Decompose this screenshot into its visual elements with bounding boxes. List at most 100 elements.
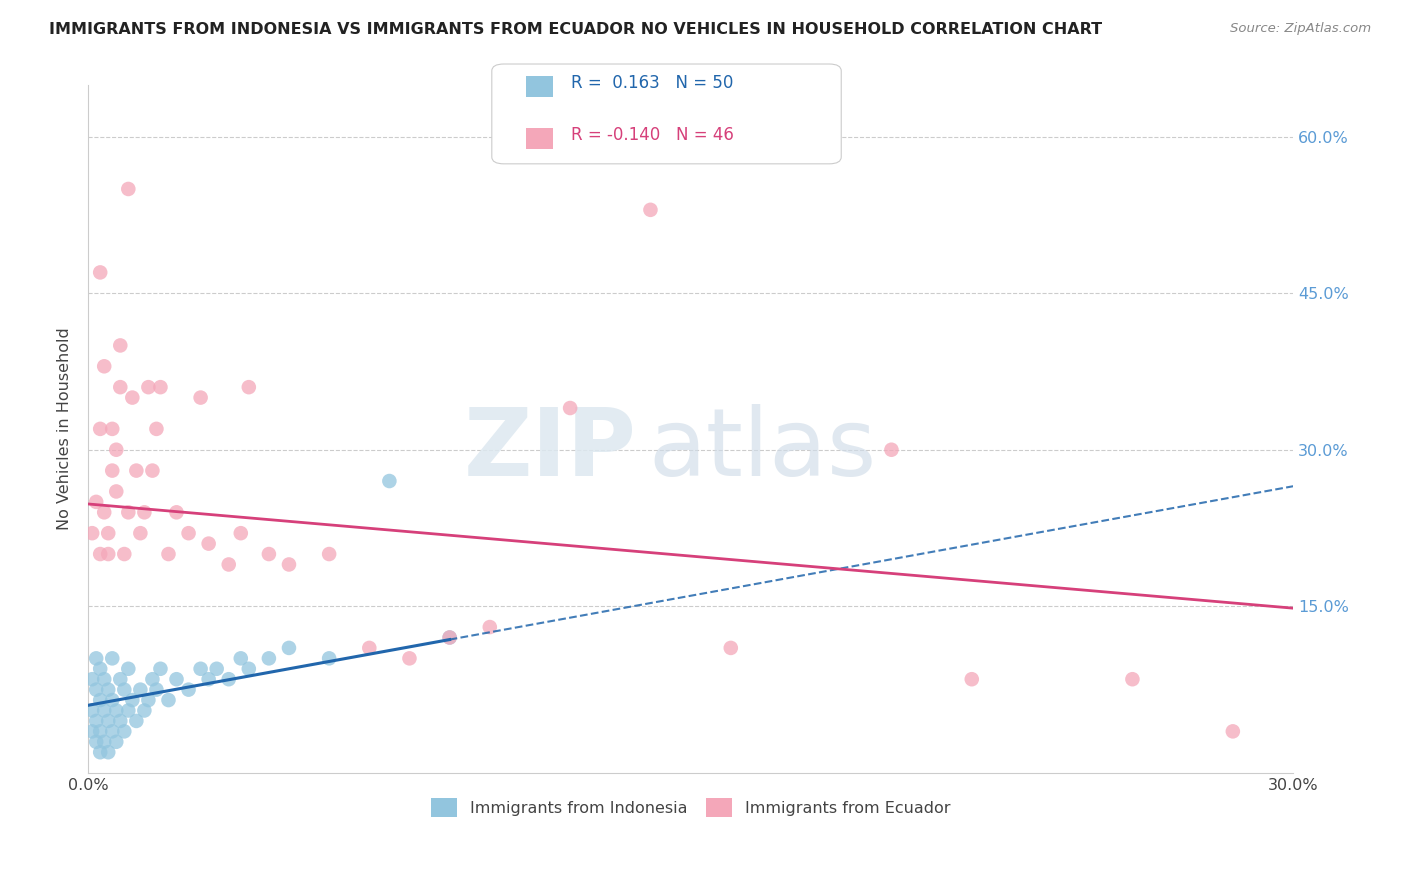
Point [145,422,167,436]
FancyBboxPatch shape [492,64,841,164]
Text: ZIP: ZIP [464,403,637,496]
Point [257,651,280,665]
Point [129,682,152,697]
Point [218,672,240,686]
Point [278,640,301,655]
Point [398,651,420,665]
Point [478,620,501,634]
Point [134,704,156,718]
Point [101,422,124,436]
Point [141,464,163,478]
Point [278,558,301,572]
Point [89,265,111,279]
Point [238,380,260,394]
Point [138,380,160,394]
Point [97,714,120,728]
Point [145,682,167,697]
Text: R = -0.140   N = 46: R = -0.140 N = 46 [571,126,734,144]
Point [238,662,260,676]
Point [89,422,111,436]
Point [117,182,139,196]
Point [129,526,152,541]
Point [197,672,219,686]
Point [89,662,111,676]
Point [205,662,228,676]
Point [318,547,340,561]
Point [101,693,124,707]
Point [110,338,132,352]
FancyBboxPatch shape [526,128,553,149]
Point [125,464,148,478]
Point [82,672,104,686]
Point [82,704,104,718]
Point [93,505,115,519]
Point [166,672,188,686]
Point [257,547,280,561]
Point [105,704,128,718]
Point [218,558,240,572]
Point [177,682,200,697]
Point [138,693,160,707]
Point [112,682,135,697]
Point [97,745,120,759]
Point [121,693,143,707]
Point [84,651,107,665]
Point [166,505,188,519]
Point [190,391,212,405]
Point [97,547,120,561]
Text: Source: ZipAtlas.com: Source: ZipAtlas.com [1230,22,1371,36]
Point [117,662,139,676]
Point [439,631,461,645]
Point [89,547,111,561]
Point [112,547,135,561]
Point [1222,724,1244,739]
Point [82,724,104,739]
Point [121,391,143,405]
Point [110,714,132,728]
Point [112,724,135,739]
Point [89,745,111,759]
Text: IMMIGRANTS FROM INDONESIA VS IMMIGRANTS FROM ECUADOR NO VEHICLES IN HOUSEHOLD CO: IMMIGRANTS FROM INDONESIA VS IMMIGRANTS … [49,22,1102,37]
Point [640,202,662,217]
Point [157,693,180,707]
Point [84,682,107,697]
Point [558,401,581,415]
Point [105,442,128,457]
Point [93,704,115,718]
Point [89,693,111,707]
Point [110,672,132,686]
Point [318,651,340,665]
Point [84,735,107,749]
Point [89,724,111,739]
Legend: Immigrants from Indonesia, Immigrants from Ecuador: Immigrants from Indonesia, Immigrants fr… [425,791,956,823]
Point [134,505,156,519]
Text: R =  0.163   N = 50: R = 0.163 N = 50 [571,74,733,92]
Point [117,505,139,519]
FancyBboxPatch shape [526,77,553,97]
Point [141,672,163,686]
Point [93,672,115,686]
Point [229,526,252,541]
Point [190,662,212,676]
Point [101,724,124,739]
Point [84,714,107,728]
Point [93,735,115,749]
Point [177,526,200,541]
Point [117,704,139,718]
Point [197,536,219,550]
Point [82,526,104,541]
Point [880,442,903,457]
Point [93,359,115,374]
Point [101,464,124,478]
Point [720,640,742,655]
Point [149,380,172,394]
Point [105,484,128,499]
Point [101,651,124,665]
Point [110,380,132,394]
Point [359,640,381,655]
Point [378,474,401,488]
Point [84,495,107,509]
Text: atlas: atlas [648,403,877,496]
Point [1121,672,1143,686]
Y-axis label: No Vehicles in Household: No Vehicles in Household [58,327,72,530]
